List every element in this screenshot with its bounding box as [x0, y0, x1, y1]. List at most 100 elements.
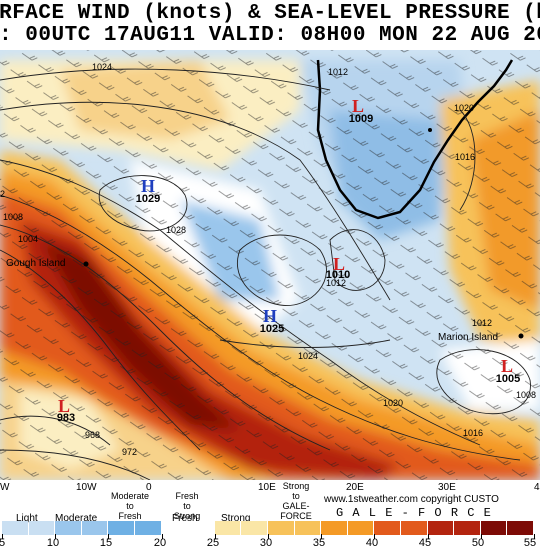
scale-tick-mark [2, 534, 3, 539]
colorbar-swatch [214, 521, 241, 535]
pressure-value: 1010 [326, 269, 350, 281]
place-label-marion: Marion Island [438, 332, 498, 343]
gough-island-marker [83, 261, 89, 267]
isobar-label: 1020 [383, 398, 403, 408]
colorbar-swatch [374, 521, 400, 535]
pressure-centers: L 1009 H 1029 L 1010 H 1025 L 1005 L 983 [57, 96, 520, 424]
scale-tick: 30 [259, 537, 273, 549]
category-word-fresh: Fresh [172, 513, 198, 524]
category-moderate-fresh: Moderate to Fresh [104, 491, 156, 521]
category-line: Strong [282, 481, 310, 491]
category-line: GALE- [282, 501, 310, 511]
wind-barbs [0, 50, 540, 480]
colorbar-swatch [2, 521, 28, 535]
gale-force-label: G A L E - F O R C E [336, 506, 492, 520]
legend-footer: W 10W 0 10E 20E 30E 4 Moderate to Fresh … [0, 480, 540, 556]
isobar-label: 1004 [18, 234, 38, 244]
lesotho-border [428, 128, 432, 132]
scale-tick-mark [108, 534, 110, 539]
colorbar-swatch [241, 521, 267, 535]
pressure-value: 1005 [496, 373, 520, 385]
scale-tick: 50 [471, 537, 485, 549]
category-line: Moderate [110, 491, 150, 501]
colorbar-swatch [294, 521, 321, 535]
marion-island-marker [518, 333, 524, 339]
scale-tick: 55 [523, 537, 537, 549]
colorbar-swatch [347, 521, 374, 535]
colorbar-swatch [135, 521, 161, 535]
scale-tick-mark [321, 534, 323, 539]
colorbar-swatch [268, 521, 294, 535]
low-pressure-symbol: L [333, 254, 345, 274]
colorbar-swatch [108, 521, 134, 535]
high-pressure-symbol: H [141, 176, 155, 196]
isobar-label: 1028 [166, 225, 186, 235]
isobar-label: 1012 [326, 278, 346, 288]
category-word-light: Light [16, 513, 38, 524]
colorbar-swatch [427, 521, 454, 535]
scale-tick-mark [214, 534, 216, 539]
colorbar-swatch [28, 521, 55, 535]
colorbar-swatch [81, 521, 108, 535]
category-line: Fresh [175, 491, 199, 501]
high-pressure-symbol: H [263, 306, 277, 326]
colorbar-swatch [321, 521, 347, 535]
colorbar-swatch [55, 521, 81, 535]
isobar-label-group: 1024 1012 1020 1016 1008 1004 1028 1012 … [0, 62, 536, 457]
longitude-label: 0 [146, 482, 152, 493]
scale-tick: 15 [99, 537, 113, 549]
isobar-label: 968 [85, 430, 100, 440]
low-pressure-symbol: L [58, 396, 70, 416]
colorbar-swatch [188, 521, 214, 535]
low-pressure-symbol: L [501, 356, 513, 376]
scale-tick-mark [427, 534, 429, 539]
pressure-value: 1025 [260, 323, 284, 335]
colorbar-swatch [480, 521, 507, 535]
scale-tick-mark [55, 534, 57, 539]
colorbar-swatch [401, 521, 427, 535]
isobar-label: 1024 [298, 351, 318, 361]
isobar-label: 1016 [455, 152, 475, 162]
chart-header: URFACE WIND (knots) & SEA-LEVEL PRESSURE… [0, 0, 540, 50]
scale-tick: 40 [365, 537, 379, 549]
isobar-label: 1008 [516, 390, 536, 400]
place-labels: Gough Island Marion Island [6, 258, 524, 343]
isobar-label: 972 [122, 447, 137, 457]
scale-tick: 35 [312, 537, 326, 549]
pressure-value: 1009 [349, 113, 373, 125]
scale-tick: 10 [46, 537, 60, 549]
scale-tick-mark [374, 534, 376, 539]
chart-title: URFACE WIND (knots) & SEA-LEVEL PRESSURE… [0, 2, 540, 25]
colorbar-swatch [454, 521, 480, 535]
isobar-label: 2 [0, 189, 5, 199]
scale-tick-mark [480, 534, 482, 539]
category-line: FORCE [280, 511, 312, 521]
coastline [316, 59, 514, 220]
longitude-label: 30E [438, 482, 456, 493]
colorbar-swatch [161, 521, 188, 535]
category-word-moderate: Moderate [55, 513, 98, 524]
category-line: Strong [173, 511, 201, 521]
isobars [0, 68, 531, 480]
low-pressure-symbol: L [352, 96, 364, 116]
longitude-label: W [0, 482, 10, 493]
longitude-label: 4 [534, 482, 540, 493]
scale-tick-mark [534, 534, 535, 539]
category-strong-gale: Strong to GALE- FORCE [270, 481, 322, 521]
place-label-gough: Gough Island [6, 258, 66, 269]
pressure-value: 1029 [136, 193, 160, 205]
isobar-label: 1016 [463, 428, 483, 438]
isobar-label: 1012 [328, 67, 348, 77]
category-line: Fresh [118, 511, 142, 521]
isobar-label: 1012 [472, 318, 492, 328]
category-line: to [183, 501, 191, 511]
isobar-label: 1024 [92, 62, 112, 72]
category-word-strong: Strong [221, 513, 251, 524]
isobar-label: 1020 [454, 103, 474, 113]
copyright-credit: www.1stweather.com copyright CUSTO [324, 494, 499, 505]
weather-map: 1024 1012 1020 1016 1008 1004 1028 1012 … [0, 50, 540, 480]
longitude-label: 10E [258, 482, 276, 493]
scale-tick: 20 [153, 537, 167, 549]
isobar-label: 1008 [3, 212, 23, 222]
pressure-value: 983 [57, 412, 75, 424]
